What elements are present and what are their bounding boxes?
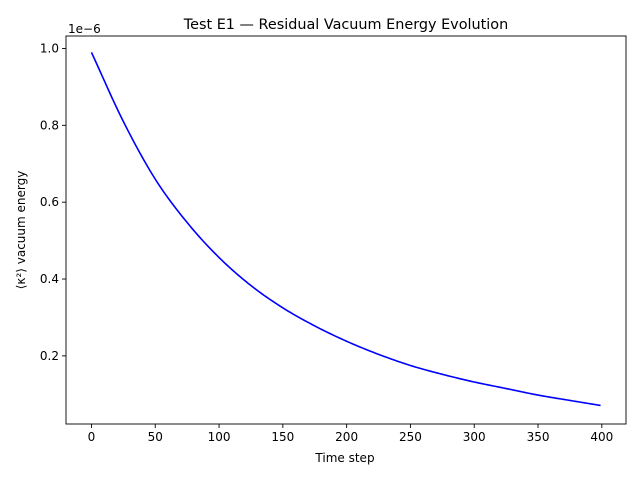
- y-tick-label: 0.4: [40, 272, 59, 286]
- x-axis-label: Time step: [314, 451, 374, 465]
- y-tick-label: 1.0: [40, 41, 59, 55]
- x-tick-label: 50: [148, 430, 163, 444]
- axes-frame: [65, 35, 627, 425]
- plot-area: 0 50 100 150 200 250 300 350 400 0.2 0.4 0.6 0.8 1.0: [40, 35, 627, 444]
- y-axis-label: ⟨κ²⟩ vacuum energy: [14, 171, 28, 290]
- y-tick-label: 0.8: [40, 118, 59, 132]
- x-tick-label: 400: [590, 430, 613, 444]
- x-tick-label: 0: [88, 430, 96, 444]
- chart-title: Test E1 — Residual Vacuum Energy Evoluti…: [183, 17, 508, 33]
- series-line-0: [90, 51, 601, 407]
- y-tick-label: 0.6: [40, 195, 59, 209]
- y-tick-label: 0.2: [40, 349, 59, 363]
- x-tick-label: 250: [399, 430, 422, 444]
- x-tick-label: 100: [208, 430, 231, 444]
- x-tick-label: 350: [527, 430, 550, 444]
- y-axis-offset-text: 1e−6: [68, 22, 101, 36]
- x-tick-label: 300: [463, 430, 486, 444]
- x-tick-label: 200: [335, 430, 358, 444]
- x-tick-label: 150: [271, 430, 294, 444]
